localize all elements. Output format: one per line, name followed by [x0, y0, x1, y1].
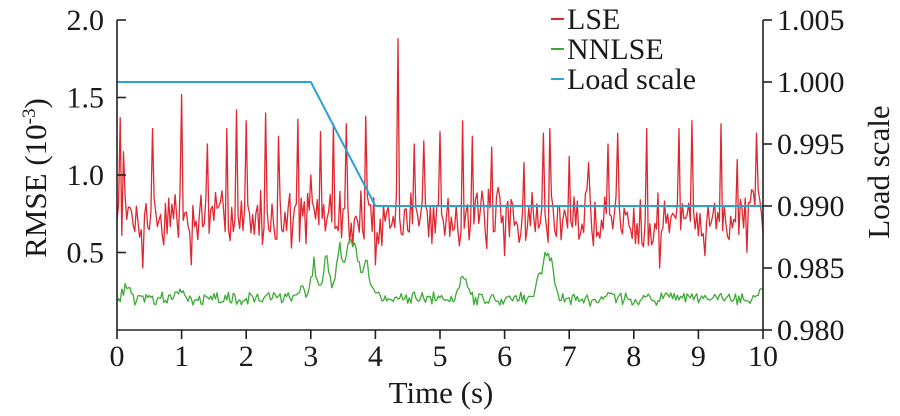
series-line-lse [116, 37, 764, 269]
legend-label-nnlse: NNLSE [567, 33, 664, 66]
tick-labels: 0 1 2 3 4 5 6 7 8 9 10 0.5 1.0 1.5 2.0 0.980 0.985 0.990 0… [67, 4, 845, 373]
y-axis-title-close: ) [18, 98, 53, 108]
y-tick-label: 1.0 [67, 159, 105, 192]
y2-tick-label: 0.995 [777, 128, 845, 161]
x-tick-label: 5 [433, 340, 448, 373]
legend-label-lse: LSE [567, 3, 620, 36]
x-tick-label: 0 [110, 340, 125, 373]
axes [116, 19, 772, 339]
y2-tick-label: 1.000 [777, 66, 845, 99]
y-axis-title-superscript: -3 [19, 109, 40, 125]
x-tick-label: 4 [368, 340, 383, 373]
y-tick-label: 2.0 [67, 4, 105, 37]
y2-axis-title: Load scale [861, 105, 896, 238]
series-line-nnlse [116, 238, 764, 307]
x-tick-label: 10 [748, 340, 778, 373]
y2-tick-label: 0.980 [777, 314, 845, 347]
x-tick-label: 6 [497, 340, 512, 373]
y-axis-title-main: RMSE (10 [18, 124, 53, 258]
y2-tick-label: 0.985 [777, 252, 845, 285]
x-tick-label: 7 [562, 340, 577, 373]
x-axis-title: Time (s) [389, 375, 494, 410]
legend: LSE NNLSE Load scale [551, 3, 696, 96]
x-tick-label: 8 [626, 340, 641, 373]
plot-lines [116, 37, 764, 307]
x-tick-label: 3 [303, 340, 318, 373]
y-tick-label: 0.5 [67, 237, 105, 270]
y-tick-label: 1.5 [67, 82, 105, 115]
x-tick-label: 1 [174, 340, 189, 373]
legend-label-load-scale: Load scale [567, 63, 696, 96]
series-line-load-scale [117, 81, 763, 207]
y2-tick-label: 0.990 [777, 190, 845, 223]
y-axis-title: RMSE (10-3) [18, 98, 53, 258]
x-tick-label: 9 [691, 340, 706, 373]
x-tick-label: 2 [239, 340, 254, 373]
y2-tick-label: 1.005 [777, 4, 845, 37]
